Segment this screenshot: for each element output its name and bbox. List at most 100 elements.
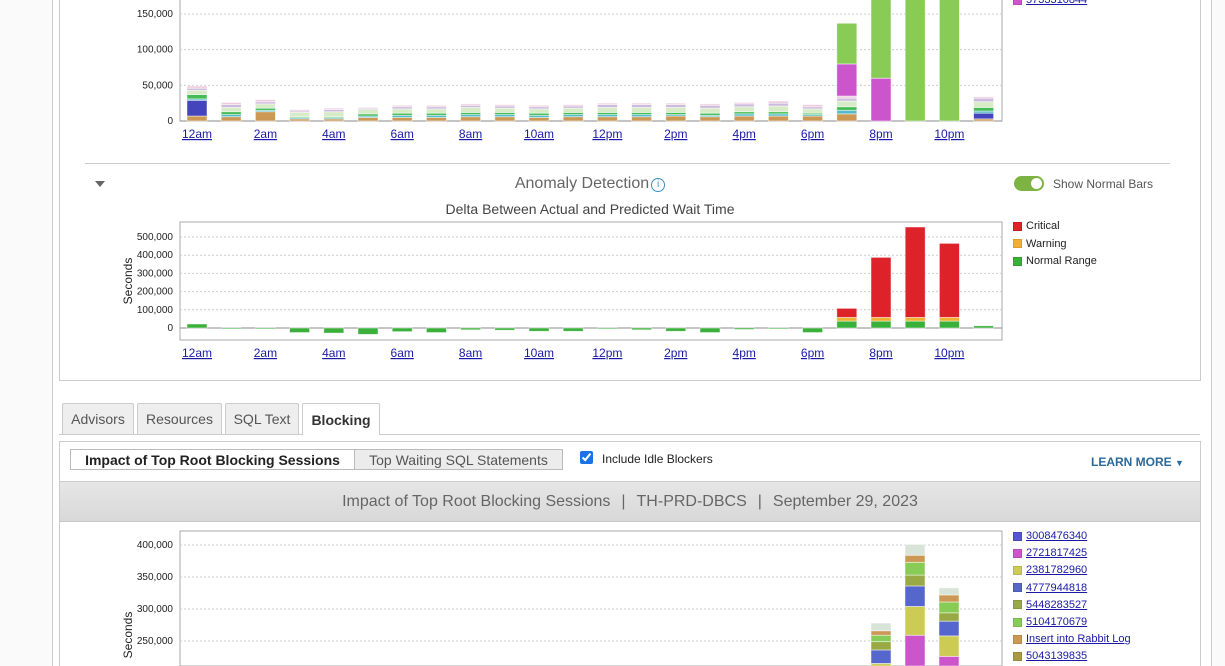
x-tick-label[interactable]: 12am xyxy=(182,127,212,141)
segment-impact-root-blocking[interactable]: Impact of Top Root Blocking Sessions xyxy=(70,449,355,470)
x-tick-label[interactable]: 12pm xyxy=(592,346,622,360)
tab-advisors[interactable]: Advisors xyxy=(62,403,134,434)
bar-segment-2pm-lavender[interactable] xyxy=(665,104,687,108)
legend-link[interactable]: 2721817425 xyxy=(1026,547,1088,560)
x-tick-label[interactable]: 6am xyxy=(391,127,414,141)
legend-item[interactable]: 5043139835 xyxy=(1013,650,1087,662)
legend-link[interactable]: 2381782960 xyxy=(1026,564,1088,577)
include-idle-blockers-checkbox[interactable] xyxy=(580,451,593,464)
bar-segment-9am-normal-range[interactable] xyxy=(494,327,516,331)
bar-segment-9pm-insert-into-rabbit-log[interactable] xyxy=(904,554,926,563)
x-tick-label[interactable]: 8pm xyxy=(869,346,892,360)
bar-segment-5pm-tan[interactable] xyxy=(768,115,789,122)
legend-item[interactable]: 5733310844 xyxy=(1013,0,1087,6)
bar-segment-7am-pink[interactable] xyxy=(425,104,447,108)
legend-item[interactable]: Insert into Rabbit Log xyxy=(1013,633,1131,645)
bar-segment-5am-tan[interactable] xyxy=(357,117,379,122)
bar-segment-10am-normal-range[interactable] xyxy=(528,327,550,332)
legend-item[interactable]: 5448283527 xyxy=(1013,599,1087,611)
bar-segment-8am-pale-green[interactable] xyxy=(460,107,482,113)
bar-segment-12am-tan[interactable] xyxy=(186,115,208,122)
bar-segment-3pm-tan[interactable] xyxy=(699,116,721,122)
bar-segment-9pm-2721817425[interactable] xyxy=(904,634,926,666)
bar-segment-9am-pink[interactable] xyxy=(494,104,516,107)
bar-segment-1pm-tan[interactable] xyxy=(631,116,652,122)
bar-segment-9am-tan[interactable] xyxy=(494,116,516,122)
info-icon[interactable]: i xyxy=(651,178,666,192)
bar-segment-11pm-green[interactable] xyxy=(973,107,994,112)
bar-segment-8am-pink[interactable] xyxy=(460,103,482,106)
bar-segment-4am-pink[interactable] xyxy=(323,107,345,110)
bar-segment-8am-tan[interactable] xyxy=(460,116,482,122)
bar-segment-9pm-other[interactable] xyxy=(904,543,926,556)
bar-segment-3am-normal-range[interactable] xyxy=(289,327,311,333)
x-tick-label[interactable]: 4pm xyxy=(733,346,756,360)
bar-segment-2pm-pale-green[interactable] xyxy=(665,107,687,113)
bar-segment-2am-pale-green[interactable] xyxy=(254,103,276,109)
legend-link[interactable]: 5104170679 xyxy=(1026,616,1088,628)
legend-item[interactable]: 3008476340 xyxy=(1013,530,1087,542)
bar-segment-10pm-normal-range[interactable] xyxy=(939,320,960,329)
bar-segment-3am-pink[interactable] xyxy=(289,109,311,112)
bar-segment-11am-pink[interactable] xyxy=(562,104,584,107)
x-tick-label[interactable]: 10am xyxy=(524,127,554,141)
bar-segment-1am-normal-range[interactable] xyxy=(220,327,242,330)
legend-item[interactable]: 4777944818 xyxy=(1013,582,1087,594)
x-tick-label[interactable]: 8am xyxy=(459,346,482,360)
legend-link[interactable]: 4777944818 xyxy=(1026,581,1088,594)
bar-segment-9pm-2381782960[interactable] xyxy=(904,606,926,636)
x-tick-label[interactable]: 8am xyxy=(459,127,482,141)
bar-segment-6am-pale-green[interactable] xyxy=(391,108,413,114)
legend-item[interactable]: 2721817425 xyxy=(1013,547,1087,559)
bar-segment-8pm-normal-range[interactable] xyxy=(870,320,892,329)
x-tick-label[interactable]: 10am xyxy=(524,346,554,360)
bar-segment-7pm-cyan[interactable] xyxy=(836,109,858,115)
bar-segment-12am-normal-range[interactable] xyxy=(186,323,208,329)
legend-link[interactable]: Insert into Rabbit Log xyxy=(1026,633,1131,646)
bar-segment-7pm-normal-range[interactable] xyxy=(836,320,858,329)
bar-segment-10am-tan[interactable] xyxy=(528,117,550,122)
legend-link[interactable]: 5733310844 xyxy=(1026,0,1088,6)
bar-segment-2am-tan[interactable] xyxy=(254,111,276,122)
bar-segment-1pm-pink[interactable] xyxy=(631,102,652,105)
bar-segment-1am-lavender[interactable] xyxy=(220,104,242,108)
bar-segment-4am-pale-green[interactable] xyxy=(323,111,345,118)
segment-top-waiting-sql[interactable]: Top Waiting SQL Statements xyxy=(354,449,563,470)
bar-segment-9pm-4777944818[interactable] xyxy=(904,585,926,607)
bar-segment-5pm-lavender[interactable] xyxy=(768,102,789,107)
bar-segment-5pm-pink[interactable] xyxy=(768,100,789,104)
bar-segment-3am-pale-green[interactable] xyxy=(289,112,311,118)
bar-segment-6pm-pale-green[interactable] xyxy=(802,108,823,114)
bar-segment-10pm-critical[interactable] xyxy=(939,242,960,318)
bar-segment-4pm-pink[interactable] xyxy=(733,102,755,105)
bar-segment-12am-green[interactable] xyxy=(186,94,208,100)
bar-segment-9pm-critical[interactable] xyxy=(904,226,926,318)
bar-segment-1pm-normal-range[interactable] xyxy=(631,327,652,331)
bar-segment-10pm-2381782960[interactable] xyxy=(938,635,960,657)
bar-segment-5am-pink[interactable] xyxy=(357,107,379,109)
x-tick-label[interactable]: 12am xyxy=(182,346,212,360)
bar-segment-8pm-critical[interactable] xyxy=(870,256,892,318)
bar-segment-8pm-4777944818[interactable] xyxy=(870,649,892,664)
bar-segment-2am-pink[interactable] xyxy=(254,99,276,103)
collapse-caret-icon[interactable] xyxy=(95,181,105,187)
bar-segment-4pm-tan[interactable] xyxy=(733,115,755,122)
bar-segment-12pm-tan[interactable] xyxy=(597,116,618,122)
bar-segment-11am-pale-green[interactable] xyxy=(562,107,584,113)
x-tick-label[interactable]: 2pm xyxy=(664,346,687,360)
bar-segment-9pm-normal-range[interactable] xyxy=(904,320,926,329)
bar-segment-7pm-lime[interactable] xyxy=(836,22,858,65)
legend-item[interactable]: 5104170679 xyxy=(1013,616,1087,628)
bar-segment-11pm-pink[interactable] xyxy=(973,96,994,99)
bar-segment-3pm-pink[interactable] xyxy=(699,103,721,106)
bar-segment-1am-pink[interactable] xyxy=(220,102,242,105)
bar-segment-10pm-5448283527[interactable] xyxy=(938,612,960,622)
bar-segment-11am-tan[interactable] xyxy=(562,116,584,122)
bar-segment-7am-normal-range[interactable] xyxy=(425,327,447,333)
x-tick-label[interactable]: 8pm xyxy=(869,127,892,141)
x-tick-label[interactable]: 4am xyxy=(322,127,345,141)
bar-segment-8pm-5448283527[interactable] xyxy=(870,641,892,651)
x-tick-label[interactable]: 10pm xyxy=(934,346,964,360)
bar-segment-7pm-5733310844[interactable] xyxy=(836,63,858,97)
x-tick-label[interactable]: 6pm xyxy=(801,127,824,141)
